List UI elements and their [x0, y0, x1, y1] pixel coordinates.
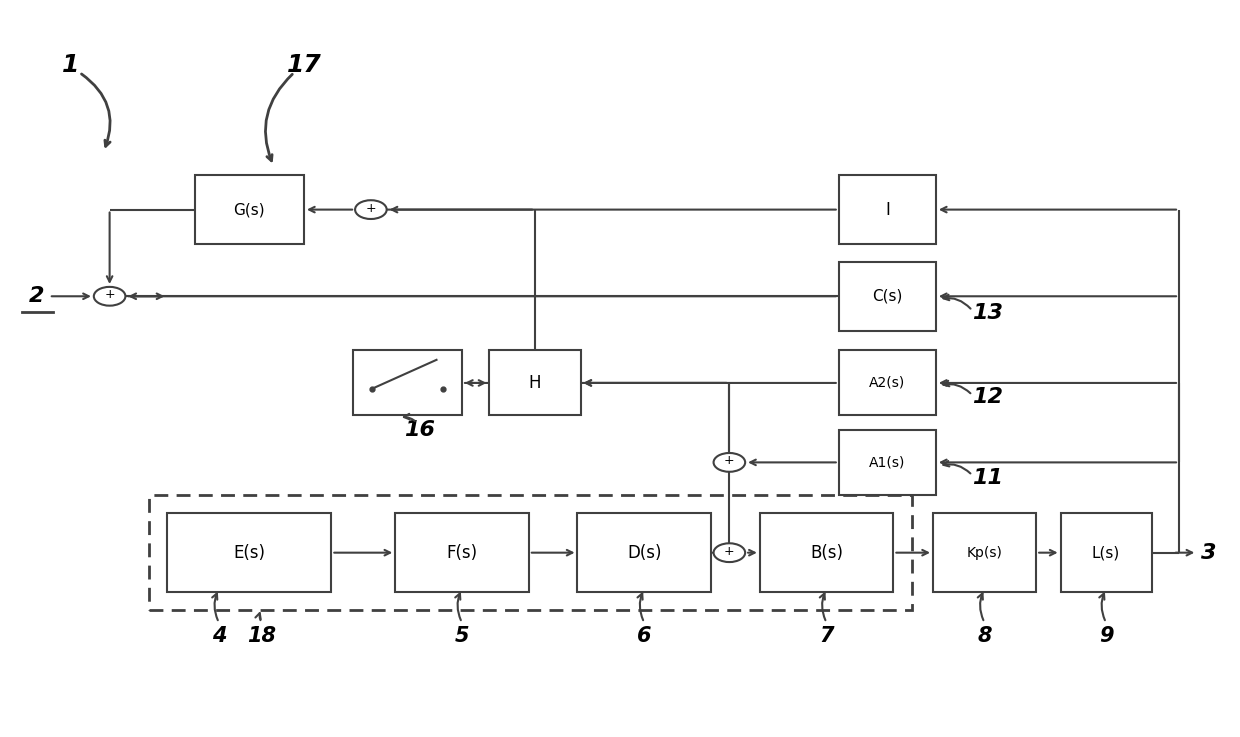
Text: 17: 17	[286, 53, 321, 77]
FancyBboxPatch shape	[838, 430, 936, 495]
FancyBboxPatch shape	[838, 351, 936, 416]
Text: 9: 9	[1099, 626, 1114, 646]
FancyBboxPatch shape	[1060, 513, 1152, 593]
Text: C(s): C(s)	[872, 289, 903, 304]
FancyBboxPatch shape	[760, 513, 893, 593]
Text: 13: 13	[972, 303, 1003, 323]
Text: G(s): G(s)	[233, 202, 265, 217]
Circle shape	[713, 543, 745, 562]
Text: H: H	[528, 374, 541, 392]
Text: 4: 4	[212, 626, 226, 646]
Text: 16: 16	[404, 420, 435, 440]
Circle shape	[713, 453, 745, 472]
FancyBboxPatch shape	[490, 351, 580, 416]
Text: L(s): L(s)	[1092, 545, 1120, 560]
Text: 5: 5	[455, 626, 469, 646]
Text: +: +	[724, 545, 734, 558]
Text: 6: 6	[637, 626, 651, 646]
Text: D(s): D(s)	[627, 544, 662, 562]
Text: 1: 1	[62, 53, 79, 77]
FancyBboxPatch shape	[838, 262, 936, 331]
FancyBboxPatch shape	[195, 175, 304, 244]
FancyBboxPatch shape	[578, 513, 712, 593]
Text: 7: 7	[820, 626, 833, 646]
Text: I: I	[885, 200, 890, 219]
Text: 2: 2	[29, 286, 45, 307]
FancyBboxPatch shape	[932, 513, 1037, 593]
Text: 8: 8	[977, 626, 992, 646]
FancyBboxPatch shape	[838, 175, 936, 244]
Text: E(s): E(s)	[233, 544, 265, 562]
Text: 12: 12	[972, 388, 1003, 408]
FancyBboxPatch shape	[352, 351, 463, 416]
FancyBboxPatch shape	[396, 513, 528, 593]
Text: F(s): F(s)	[446, 544, 477, 562]
Text: 3: 3	[1200, 542, 1216, 562]
Circle shape	[355, 200, 387, 219]
Circle shape	[94, 287, 125, 306]
Text: +: +	[366, 202, 376, 214]
Text: 11: 11	[972, 468, 1003, 489]
Text: +: +	[724, 455, 734, 467]
Text: 18: 18	[247, 626, 277, 646]
Text: A1(s): A1(s)	[869, 455, 905, 469]
Text: +: +	[104, 288, 115, 301]
Text: Kp(s): Kp(s)	[967, 545, 1002, 559]
Text: A2(s): A2(s)	[869, 376, 905, 390]
FancyBboxPatch shape	[167, 513, 331, 593]
Text: B(s): B(s)	[810, 544, 843, 562]
